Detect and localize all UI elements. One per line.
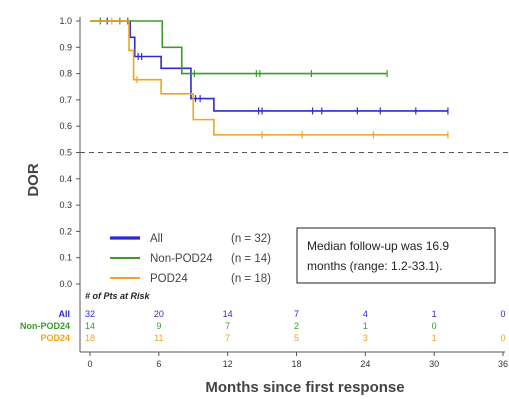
risk-count: 1 [363, 321, 368, 331]
y-tick-label: 1.0 [59, 16, 72, 26]
risk-count: 5 [294, 333, 299, 343]
x-tick-label: 0 [87, 359, 92, 369]
risk-count: 14 [223, 309, 233, 319]
km-curve-all [90, 20, 448, 112]
y-tick-label: 0.7 [59, 95, 72, 105]
y-axis-title: DOR [25, 163, 42, 197]
risk-count: 7 [294, 309, 299, 319]
legend-label: POD24 [150, 273, 188, 285]
legend-count: (n = 18) [231, 273, 271, 285]
risk-count: 0 [500, 333, 505, 343]
y-tick-label: 0.5 [59, 148, 72, 158]
y-tick-label: 0.1 [59, 253, 72, 263]
risk-count: 0 [432, 321, 437, 331]
x-tick-label: 18 [291, 359, 301, 369]
x-tick-label: 36 [498, 359, 508, 369]
km-curve-non-pod24 [90, 20, 388, 75]
risk-row-label: All [58, 309, 70, 319]
y-tick-label: 0.2 [59, 226, 72, 236]
risk-row-label: POD24 [40, 333, 70, 343]
annotation-line-2: months (range: 1.2-33.1). [307, 259, 442, 273]
annotation-line-1: Median follow-up was 16.9 [307, 239, 449, 253]
legend: All (n = 32) Non-POD24 (n = 14) POD24 (n = 18… [110, 233, 271, 285]
x-axis-title: Months since first response [205, 379, 404, 396]
y-tick-label: 0.4 [59, 174, 72, 184]
legend-label: Non-POD24 [150, 253, 213, 265]
risk-count: 7 [225, 321, 230, 331]
risk-row-label: Non-POD24 [20, 321, 70, 331]
risk-count: 18 [85, 333, 95, 343]
plot-area: 0.00.10.20.30.40.50.60.70.80.91.00 6 12 18 2… [59, 16, 508, 369]
risk-table-header: # of Pts at Risk [85, 291, 151, 301]
legend-count: (n = 32) [231, 233, 271, 245]
risk-count: 14 [85, 321, 95, 331]
risk-count: 11 [154, 333, 163, 343]
risk-count: 1 [432, 309, 437, 319]
x-tick-label: 30 [429, 359, 439, 369]
y-tick-label: 0.9 [59, 42, 72, 52]
risk-count: 1 [432, 333, 437, 343]
y-tick-label: 0.3 [59, 200, 72, 210]
x-tick-label: 6 [156, 359, 161, 369]
risk-count: 32 [85, 309, 95, 319]
risk-count: 3 [363, 333, 368, 343]
annotation-box [296, 227, 496, 284]
risk-count: 4 [363, 309, 368, 319]
legend-count: (n = 14) [231, 253, 271, 265]
x-tick-label: 12 [223, 359, 233, 369]
y-tick-label: 0.6 [59, 121, 72, 131]
risk-count: 9 [156, 321, 161, 331]
km-curve-pod24 [90, 20, 448, 136]
risk-count: 0 [500, 309, 505, 319]
risk-count: 7 [225, 333, 230, 343]
y-tick-label: 0.8 [59, 69, 72, 79]
risk-count: 2 [294, 321, 299, 331]
risk-count: 20 [154, 309, 164, 319]
y-tick-label: 0.0 [59, 279, 72, 289]
x-tick-label: 24 [360, 359, 370, 369]
follow-up-annotation: Median follow-up was 16.9 months (range:… [296, 227, 496, 284]
legend-label: All [150, 233, 163, 245]
